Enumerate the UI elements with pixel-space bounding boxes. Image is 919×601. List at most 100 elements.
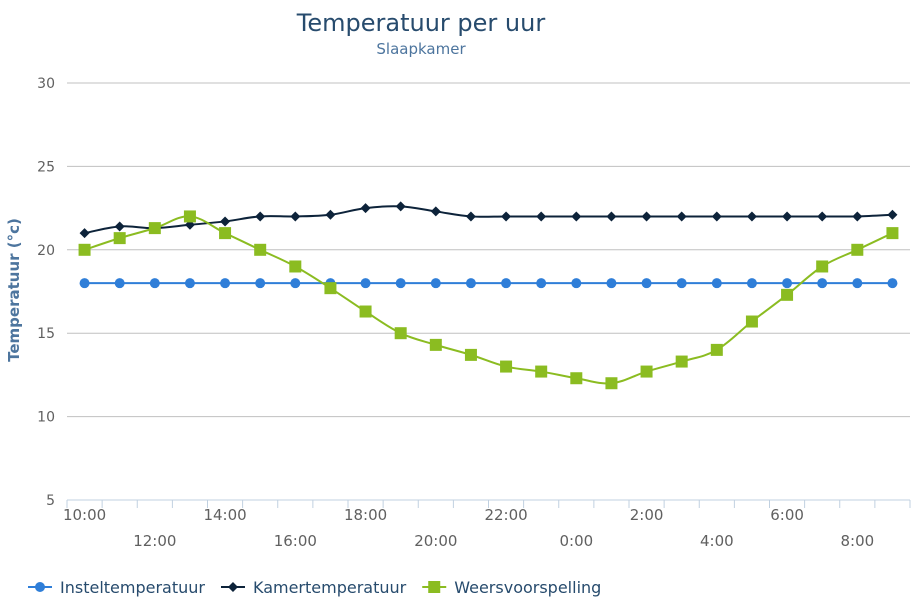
y-tick-label: 10 (37, 410, 55, 426)
data-point[interactable] (711, 278, 722, 289)
legend-item[interactable]: Kamertemperatuur (220, 578, 407, 597)
data-point[interactable] (255, 211, 266, 222)
data-point[interactable] (184, 278, 195, 289)
data-point[interactable] (360, 278, 371, 289)
data-point[interactable] (745, 315, 758, 328)
data-point[interactable] (325, 209, 336, 220)
legend-marker[interactable] (428, 581, 441, 593)
data-point[interactable] (746, 211, 757, 222)
data-point[interactable] (359, 305, 372, 318)
x-tick-label: 2:00 (630, 506, 664, 524)
chart-title: Temperatuur per uur (296, 9, 546, 37)
data-point[interactable] (360, 203, 371, 214)
y-tick-label: 20 (37, 243, 55, 259)
data-point[interactable] (536, 278, 547, 289)
y-tick-label: 30 (37, 76, 55, 92)
data-point[interactable] (149, 278, 160, 289)
data-point[interactable] (465, 278, 476, 289)
x-tick-label: 6:00 (770, 506, 804, 524)
data-point[interactable] (852, 278, 863, 289)
data-point[interactable] (395, 278, 406, 289)
legend-marker[interactable] (227, 582, 238, 592)
data-point[interactable] (114, 278, 125, 289)
data-point[interactable] (571, 278, 582, 289)
legend-label: Kamertemperatuur (253, 578, 407, 597)
data-point[interactable] (500, 360, 513, 373)
x-tick-label: 8:00 (840, 532, 874, 550)
x-tick-label: 14:00 (203, 506, 246, 524)
data-point[interactable] (464, 348, 477, 361)
data-point[interactable] (817, 278, 828, 289)
legend-item[interactable]: Weersvoorspelling (422, 578, 601, 597)
data-point[interactable] (606, 278, 617, 289)
data-point[interactable] (676, 211, 687, 222)
x-tick-label: 12:00 (133, 532, 176, 550)
data-point[interactable] (710, 343, 723, 356)
data-point[interactable] (324, 282, 337, 295)
legend-marker[interactable] (35, 582, 45, 592)
data-point[interactable] (570, 372, 583, 385)
series-weersvoorspelling (78, 210, 899, 390)
data-point[interactable] (290, 278, 301, 289)
x-tick-label: 10:00 (63, 506, 106, 524)
data-point[interactable] (255, 278, 266, 289)
data-point[interactable] (78, 243, 91, 256)
data-point[interactable] (501, 278, 512, 289)
data-point[interactable] (254, 243, 267, 256)
data-point[interactable] (79, 228, 90, 239)
data-point[interactable] (605, 377, 618, 390)
data-point[interactable] (606, 211, 617, 222)
x-tick-label: 4:00 (700, 532, 734, 550)
data-point[interactable] (886, 227, 899, 240)
data-point[interactable] (79, 278, 90, 289)
series-insteltemperatuur (79, 278, 898, 289)
data-point[interactable] (219, 227, 232, 240)
data-point[interactable] (430, 206, 441, 217)
data-point[interactable] (465, 211, 476, 222)
data-point[interactable] (782, 278, 793, 289)
data-point[interactable] (535, 365, 548, 378)
series-line (84, 205, 893, 235)
data-point[interactable] (395, 201, 406, 212)
data-point[interactable] (675, 355, 688, 368)
x-axis-ticks: 10:00 14:00 18:00 22:00 2:00 6:00 12:00 16:00 20… (63, 506, 874, 550)
x-tick-label: 16:00 (274, 532, 317, 550)
data-point[interactable] (887, 209, 898, 220)
data-point[interactable] (640, 365, 653, 378)
data-point[interactable] (817, 211, 828, 222)
legend: Insteltemperatuur Kamertemperatuur Weersvo… (28, 578, 601, 597)
data-point[interactable] (711, 211, 722, 222)
data-point[interactable] (114, 221, 125, 232)
data-point[interactable] (887, 278, 898, 289)
x-axis (66, 499, 911, 508)
y-tick-label: 25 (37, 159, 55, 175)
data-point[interactable] (816, 260, 829, 273)
data-point[interactable] (183, 210, 196, 223)
data-point[interactable] (220, 216, 231, 227)
data-point[interactable] (676, 278, 687, 289)
data-point[interactable] (782, 211, 793, 222)
legend-item[interactable]: Insteltemperatuur (28, 578, 205, 597)
grid-lines (67, 82, 910, 418)
data-point[interactable] (746, 278, 757, 289)
data-point[interactable] (113, 232, 126, 245)
data-point[interactable] (781, 288, 794, 301)
data-point[interactable] (430, 278, 441, 289)
data-point[interactable] (148, 222, 161, 235)
data-point[interactable] (851, 243, 864, 256)
data-point[interactable] (290, 211, 301, 222)
data-point[interactable] (536, 211, 547, 222)
legend-label: Weersvoorspelling (454, 578, 601, 597)
data-point[interactable] (641, 278, 652, 289)
y-axis-title: Temperatuur (°c) (5, 218, 23, 362)
data-point[interactable] (220, 278, 231, 289)
data-point[interactable] (289, 260, 302, 273)
x-tick-label: 18:00 (344, 506, 387, 524)
data-point[interactable] (571, 211, 582, 222)
data-point[interactable] (429, 338, 442, 351)
data-point[interactable] (641, 211, 652, 222)
data-point[interactable] (394, 327, 407, 340)
data-point[interactable] (852, 211, 863, 222)
data-point[interactable] (501, 211, 512, 222)
